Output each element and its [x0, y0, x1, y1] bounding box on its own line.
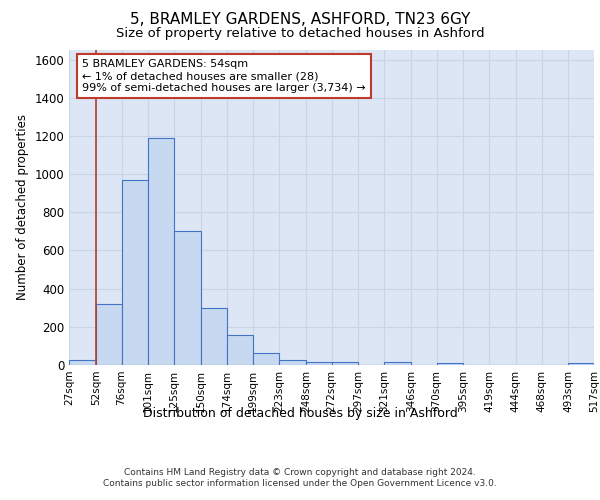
Text: Contains HM Land Registry data © Crown copyright and database right 2024.
Contai: Contains HM Land Registry data © Crown c… [103, 468, 497, 487]
Text: Size of property relative to detached houses in Ashford: Size of property relative to detached ho… [116, 28, 484, 40]
Bar [69, 360, 96, 365]
Bar [227, 336, 253, 365]
Bar [332, 362, 358, 365]
Bar [148, 138, 174, 365]
Bar [122, 180, 148, 365]
Text: 5, BRAMLEY GARDENS, ASHFORD, TN23 6GY: 5, BRAMLEY GARDENS, ASHFORD, TN23 6GY [130, 12, 470, 28]
Text: Distribution of detached houses by size in Ashford: Distribution of detached houses by size … [143, 408, 457, 420]
Y-axis label: Number of detached properties: Number of detached properties [16, 114, 29, 300]
Bar [201, 308, 227, 365]
Bar [279, 360, 306, 365]
Bar [384, 362, 411, 365]
Bar [568, 362, 594, 365]
Bar [306, 362, 332, 365]
Bar [437, 362, 463, 365]
Bar [96, 304, 122, 365]
Bar [253, 352, 279, 365]
Bar [174, 232, 201, 365]
Text: 5 BRAMLEY GARDENS: 54sqm
← 1% of detached houses are smaller (28)
99% of semi-de: 5 BRAMLEY GARDENS: 54sqm ← 1% of detache… [82, 60, 366, 92]
